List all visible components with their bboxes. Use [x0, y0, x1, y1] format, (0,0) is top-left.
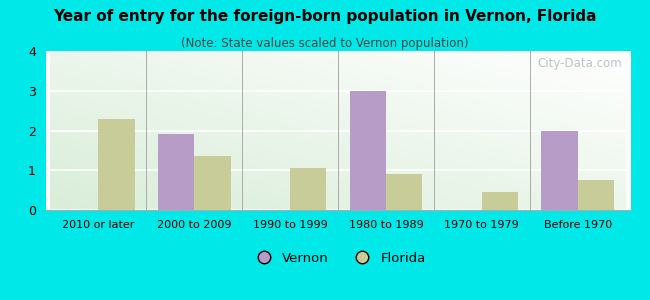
Bar — [350, 91, 386, 210]
Bar — [386, 174, 422, 210]
Text: (Note: State values scaled to Vernon population): (Note: State values scaled to Vernon pop… — [181, 38, 469, 50]
Bar — [158, 134, 194, 210]
Bar — [578, 180, 614, 210]
Bar — [541, 130, 578, 210]
Bar — [194, 156, 231, 210]
Bar — [98, 118, 135, 210]
Legend: Vernon, Florida: Vernon, Florida — [245, 247, 431, 270]
Text: Year of entry for the foreign-born population in Vernon, Florida: Year of entry for the foreign-born popul… — [53, 9, 597, 24]
Bar — [482, 192, 518, 210]
Text: City-Data.com: City-Data.com — [537, 57, 621, 70]
Bar — [290, 168, 326, 210]
